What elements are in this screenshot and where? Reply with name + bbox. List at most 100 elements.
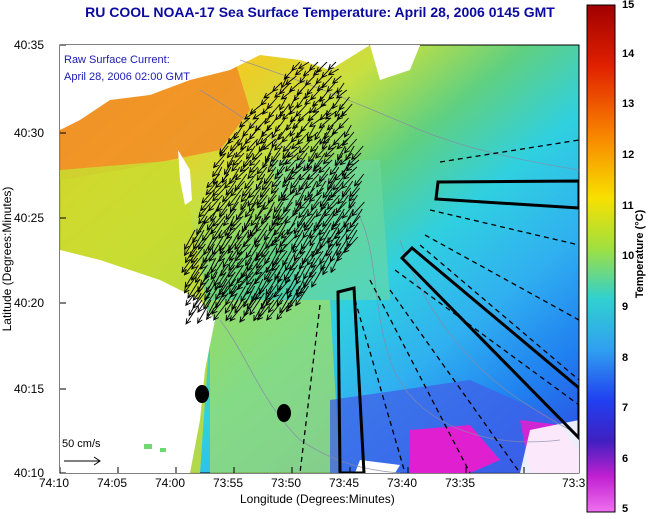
current-vector xyxy=(255,215,271,232)
current-vector xyxy=(276,299,293,321)
current-vector xyxy=(274,138,286,151)
current-vector xyxy=(322,152,335,165)
current-vector xyxy=(294,180,309,197)
legend-line-1: Raw Surface Current: xyxy=(64,54,170,66)
map-fleck xyxy=(160,448,166,452)
current-vector xyxy=(340,103,353,118)
y-axis-title: Latitude (Degrees:Minutes) xyxy=(0,186,14,332)
current-vector xyxy=(298,201,311,219)
current-vector xyxy=(311,264,325,288)
current-vector xyxy=(312,68,321,77)
current-vector xyxy=(229,299,248,322)
current-vector xyxy=(261,173,275,191)
current-vector xyxy=(222,250,234,268)
current-vector xyxy=(286,278,300,299)
current-vector xyxy=(264,145,274,163)
surface-current-vectors xyxy=(181,61,365,325)
current-vector xyxy=(292,117,304,130)
current-vector xyxy=(303,215,316,232)
current-vector xyxy=(284,159,297,173)
current-vector xyxy=(187,278,201,299)
current-vector xyxy=(327,61,337,71)
current-vector xyxy=(298,166,313,181)
current-vector xyxy=(225,299,239,322)
current-vector xyxy=(276,208,291,227)
current-vector xyxy=(327,173,338,191)
current-vector xyxy=(283,68,295,80)
current-vector xyxy=(260,285,274,310)
current-vector xyxy=(251,145,265,161)
current-vector xyxy=(304,96,314,105)
current-vector xyxy=(315,201,329,218)
current-vector xyxy=(278,152,290,167)
x-tick-label: 73:45 xyxy=(329,476,360,490)
current-vector xyxy=(343,138,358,154)
current-vector xyxy=(205,180,219,196)
current-vector xyxy=(234,145,247,159)
current-vector xyxy=(269,152,281,168)
current-vector xyxy=(314,124,325,141)
current-vector xyxy=(327,138,340,151)
current-vector xyxy=(221,166,232,184)
current-vector xyxy=(339,152,353,166)
colorbar-tick: 9 xyxy=(622,301,629,313)
current-vector xyxy=(303,187,315,202)
current-vector xyxy=(277,264,289,283)
current-vector xyxy=(272,201,284,220)
current-vector xyxy=(336,82,345,94)
current-vector xyxy=(330,215,343,231)
current-vector xyxy=(281,110,293,120)
current-vector xyxy=(237,131,247,147)
current-vector xyxy=(308,61,319,71)
current-vector xyxy=(224,292,238,314)
current-vector xyxy=(251,278,264,303)
current-vector xyxy=(351,201,365,217)
current-vector xyxy=(285,292,301,313)
current-vector xyxy=(290,159,306,175)
current-vector xyxy=(308,222,323,239)
current-vector xyxy=(353,173,365,187)
x-axis-title: Longitude (Degrees:Minutes) xyxy=(240,492,395,506)
current-vector xyxy=(229,215,244,232)
current-vector xyxy=(234,166,250,181)
colorbar-tick: 6 xyxy=(622,453,629,465)
current-vector xyxy=(248,180,264,199)
current-vector xyxy=(298,173,311,192)
current-vector xyxy=(257,299,275,321)
x-tick-label: 73:40 xyxy=(387,476,418,490)
current-vector xyxy=(294,257,307,281)
current-vector xyxy=(239,159,252,173)
current-vector xyxy=(262,103,272,115)
current-vector xyxy=(277,187,288,202)
current-vector xyxy=(299,75,306,84)
current-vector xyxy=(190,243,206,264)
current-vector xyxy=(260,236,278,259)
current-vector xyxy=(226,145,238,159)
colorbar-tick: 11 xyxy=(622,200,634,212)
current-vector xyxy=(240,187,252,203)
radial-lines xyxy=(299,139,579,473)
current-vector xyxy=(219,145,229,157)
current-vector xyxy=(308,145,319,163)
current-vector xyxy=(335,229,349,247)
current-vector xyxy=(271,173,284,188)
current-vector xyxy=(223,173,239,189)
current-vector xyxy=(321,75,333,89)
current-vector xyxy=(303,208,318,229)
current-vector xyxy=(198,201,212,218)
current-vector xyxy=(288,96,296,111)
colorbar xyxy=(586,4,616,513)
current-vector xyxy=(319,89,330,103)
current-vector xyxy=(279,103,290,118)
current-vector xyxy=(332,173,347,191)
current-vector xyxy=(248,159,261,174)
current-vector xyxy=(271,131,283,148)
x-tick-label: 73:35 xyxy=(445,476,476,490)
current-vector xyxy=(341,201,356,219)
current-vector xyxy=(297,61,310,69)
current-vector xyxy=(309,138,322,153)
current-vector xyxy=(231,159,243,172)
current-vector xyxy=(320,96,332,108)
current-vector xyxy=(247,166,259,180)
current-vector xyxy=(247,187,261,207)
